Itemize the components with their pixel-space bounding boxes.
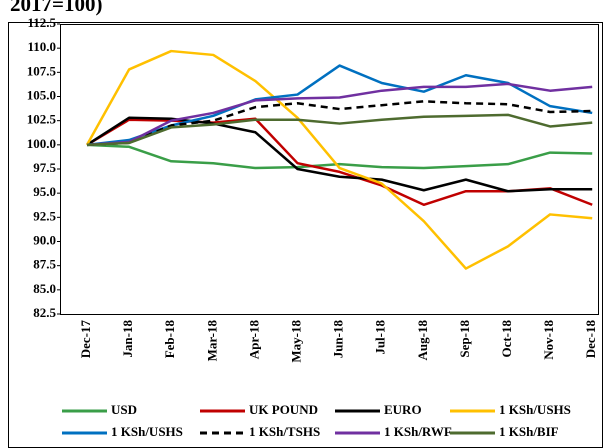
legend-label: 1 KSh/USHS bbox=[111, 424, 183, 439]
y-tick-label: 82.5 bbox=[33, 305, 56, 320]
x-tick-label: Jun-18 bbox=[331, 320, 346, 359]
chart-title: 2017=100) bbox=[10, 0, 102, 16]
x-tick-label: Apr-18 bbox=[246, 320, 261, 360]
y-tick-label: 110.0 bbox=[27, 39, 56, 54]
legend-label: 1 KSh/TSHS bbox=[249, 424, 320, 439]
x-tick-label: Nov-18 bbox=[541, 320, 556, 360]
y-tick-label: 90.0 bbox=[33, 232, 56, 247]
x-tick-label: Feb-18 bbox=[162, 320, 177, 359]
x-tick-label: Aug-18 bbox=[415, 320, 430, 361]
x-tick-label: Mar-18 bbox=[204, 320, 219, 362]
x-tick-label: Sep-18 bbox=[457, 320, 472, 358]
x-tick-label: Jan-18 bbox=[120, 320, 135, 358]
y-tick-label: 100.0 bbox=[27, 136, 56, 151]
legend-label: USD bbox=[111, 402, 137, 417]
y-tick-label: 112.5 bbox=[27, 15, 56, 30]
x-tick-label: Oct-18 bbox=[499, 320, 514, 358]
y-tick-label: 97.5 bbox=[33, 160, 56, 175]
y-tick-label: 85.0 bbox=[33, 281, 56, 296]
legend-label: 1 KSh/USHS bbox=[499, 402, 571, 417]
series-line bbox=[86, 100, 593, 147]
y-tick-label: 92.5 bbox=[33, 208, 56, 223]
series-line bbox=[86, 113, 593, 147]
y-tick-label: 102.5 bbox=[27, 112, 57, 127]
legend-label: UK POUND bbox=[249, 402, 318, 417]
x-tick-label: Dec-17 bbox=[78, 320, 93, 359]
x-tick-label: Dec-18 bbox=[583, 320, 598, 359]
plot-frame bbox=[60, 24, 599, 315]
y-tick-label: 105.0 bbox=[27, 87, 56, 102]
y-tick-label: 107.5 bbox=[27, 63, 57, 78]
legend-label: EURO bbox=[384, 402, 422, 417]
legend-label: 1 KSh/BIF bbox=[499, 424, 559, 439]
x-tick-label: May-18 bbox=[288, 320, 303, 363]
series-line bbox=[86, 143, 593, 170]
series-line bbox=[86, 82, 593, 147]
y-tick-label: 87.5 bbox=[33, 257, 56, 272]
y-tick-label: 95.0 bbox=[33, 184, 56, 199]
series-line bbox=[85, 49, 593, 270]
series-line bbox=[86, 116, 593, 193]
x-tick-label: Jul-18 bbox=[373, 320, 388, 355]
legend-label: 1 KSh/RWF bbox=[384, 424, 452, 439]
